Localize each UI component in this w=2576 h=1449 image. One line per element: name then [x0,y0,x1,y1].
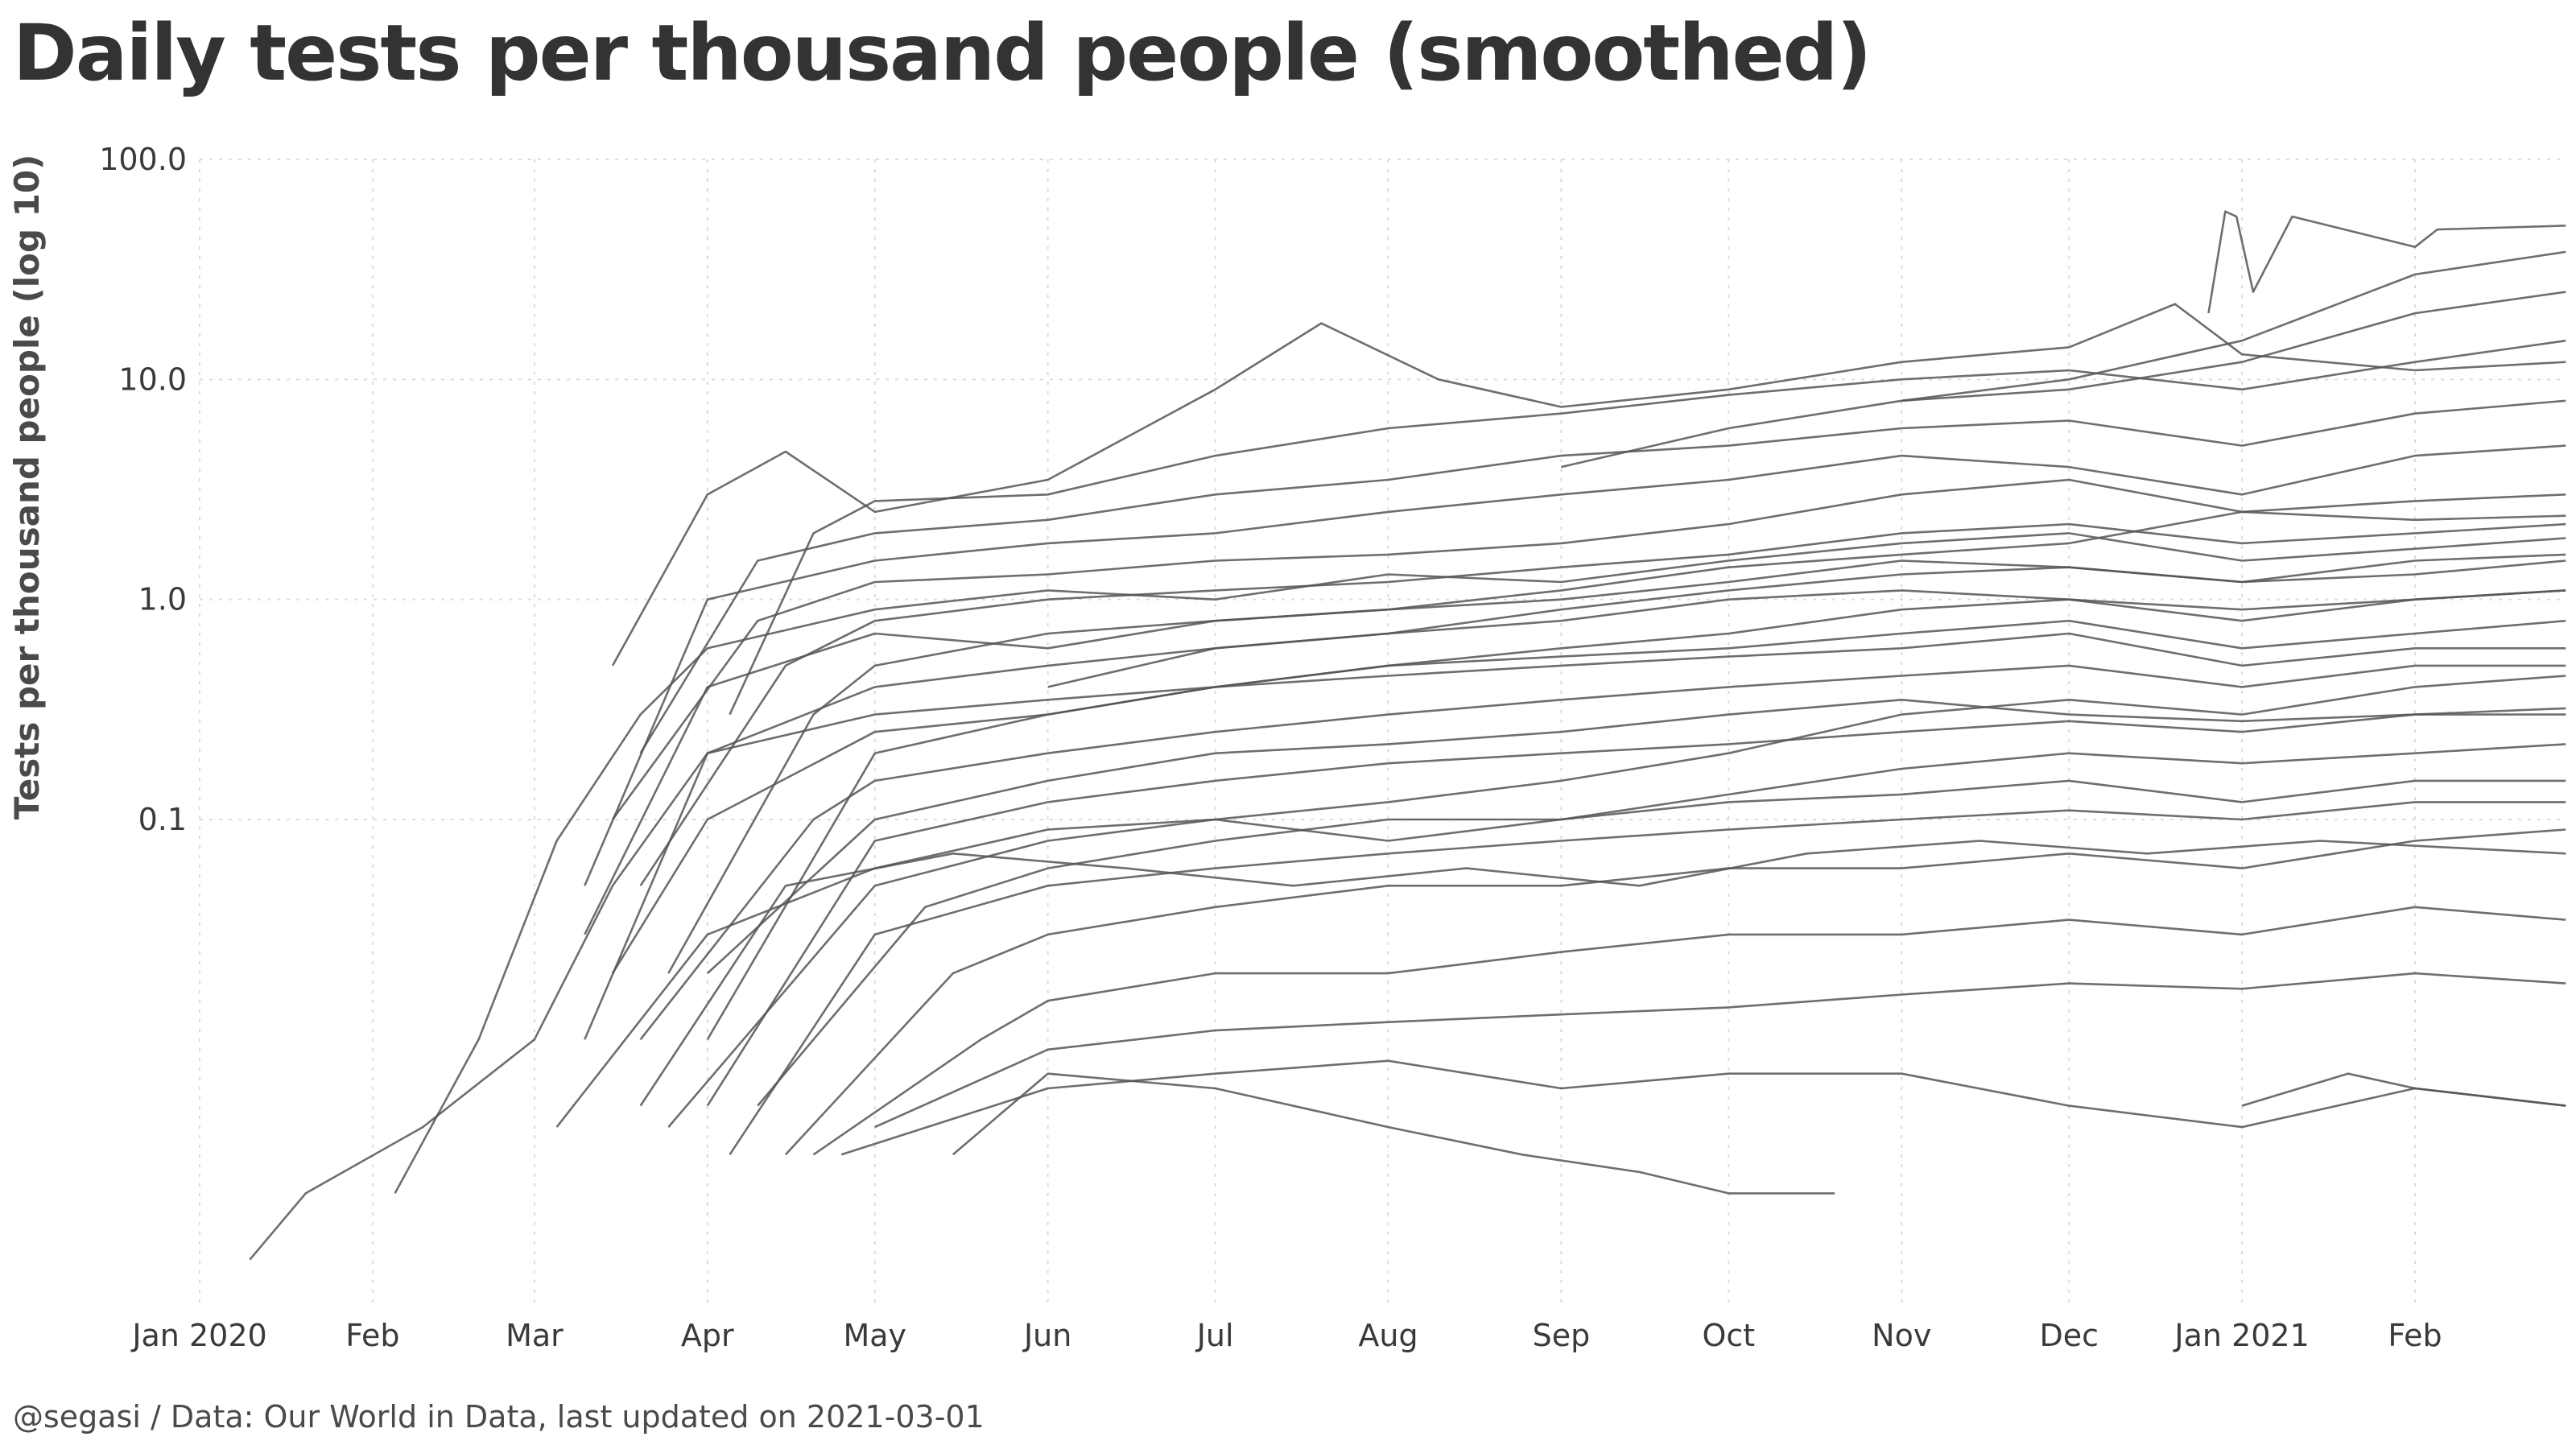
series-line [952,1072,1835,1195]
series-line [1047,559,2566,688]
series-line [706,707,2566,1107]
series-line [639,522,2566,887]
series-line [667,675,2566,1128]
series-lines [249,210,2566,1261]
gridlines [199,159,2564,1308]
series-line [1901,250,2566,402]
chart-title: Daily tests per thousand people (smoothe… [13,8,1872,98]
x-tick-label: Apr [681,1318,734,1353]
series-line [584,510,2566,935]
series-line [639,399,2566,754]
x-tick-label: Mar [506,1318,564,1353]
series-line [757,779,2566,1107]
x-tick-label: Feb [345,1318,399,1353]
y-tick-label: 100.0 [99,142,187,177]
x-axis-ticks: Jan 2020 Feb Mar Apr May Jun Jul Aug Sep Oct Nov De… [130,1318,2442,1353]
x-tick-label: Jul [1195,1318,1234,1353]
series-line [1561,291,2566,469]
x-tick-label: Sep [1533,1318,1591,1353]
series-line [840,1059,2566,1156]
series-line [555,743,2566,1128]
series-line [584,444,2566,886]
x-tick-label: Jan 2020 [130,1318,266,1353]
series-line [729,801,2566,1156]
series-line [874,972,2566,1129]
y-tick-label: 1.0 [138,582,187,617]
series-line [667,553,2566,974]
x-tick-label: Nov [1872,1318,1931,1353]
series-line [611,632,2566,974]
series-line [2207,210,2566,314]
series-line [729,339,2566,716]
series-line [2241,1072,2566,1107]
series-line [584,589,2566,1040]
x-tick-label: Jan 2021 [2173,1318,2309,1353]
x-tick-label: May [843,1318,906,1353]
x-tick-label: Jun [1022,1318,1071,1353]
series-line [394,532,2566,1195]
y-axis-title: Tests per thousand people (log 10) [7,155,47,820]
y-axis-ticks: 100.0 10.0 1.0 0.1 [99,142,187,837]
x-tick-label: Feb [2388,1318,2442,1353]
series-line [812,906,2566,1156]
y-tick-label: 10.0 [118,361,187,397]
x-tick-label: Aug [1358,1318,1418,1353]
series-line [639,840,2566,1107]
series-line [784,828,2566,1156]
y-tick-label: 0.1 [138,802,187,837]
series-line [611,303,2566,667]
x-tick-label: Dec [2039,1318,2099,1353]
source-caption: @segasi / Data: Our World in Data, last … [13,1399,985,1435]
series-line [639,664,2566,1041]
series-line [706,698,2566,975]
series-line [249,589,2566,1261]
series-line [706,619,2566,1040]
x-tick-label: Oct [1703,1318,1756,1353]
